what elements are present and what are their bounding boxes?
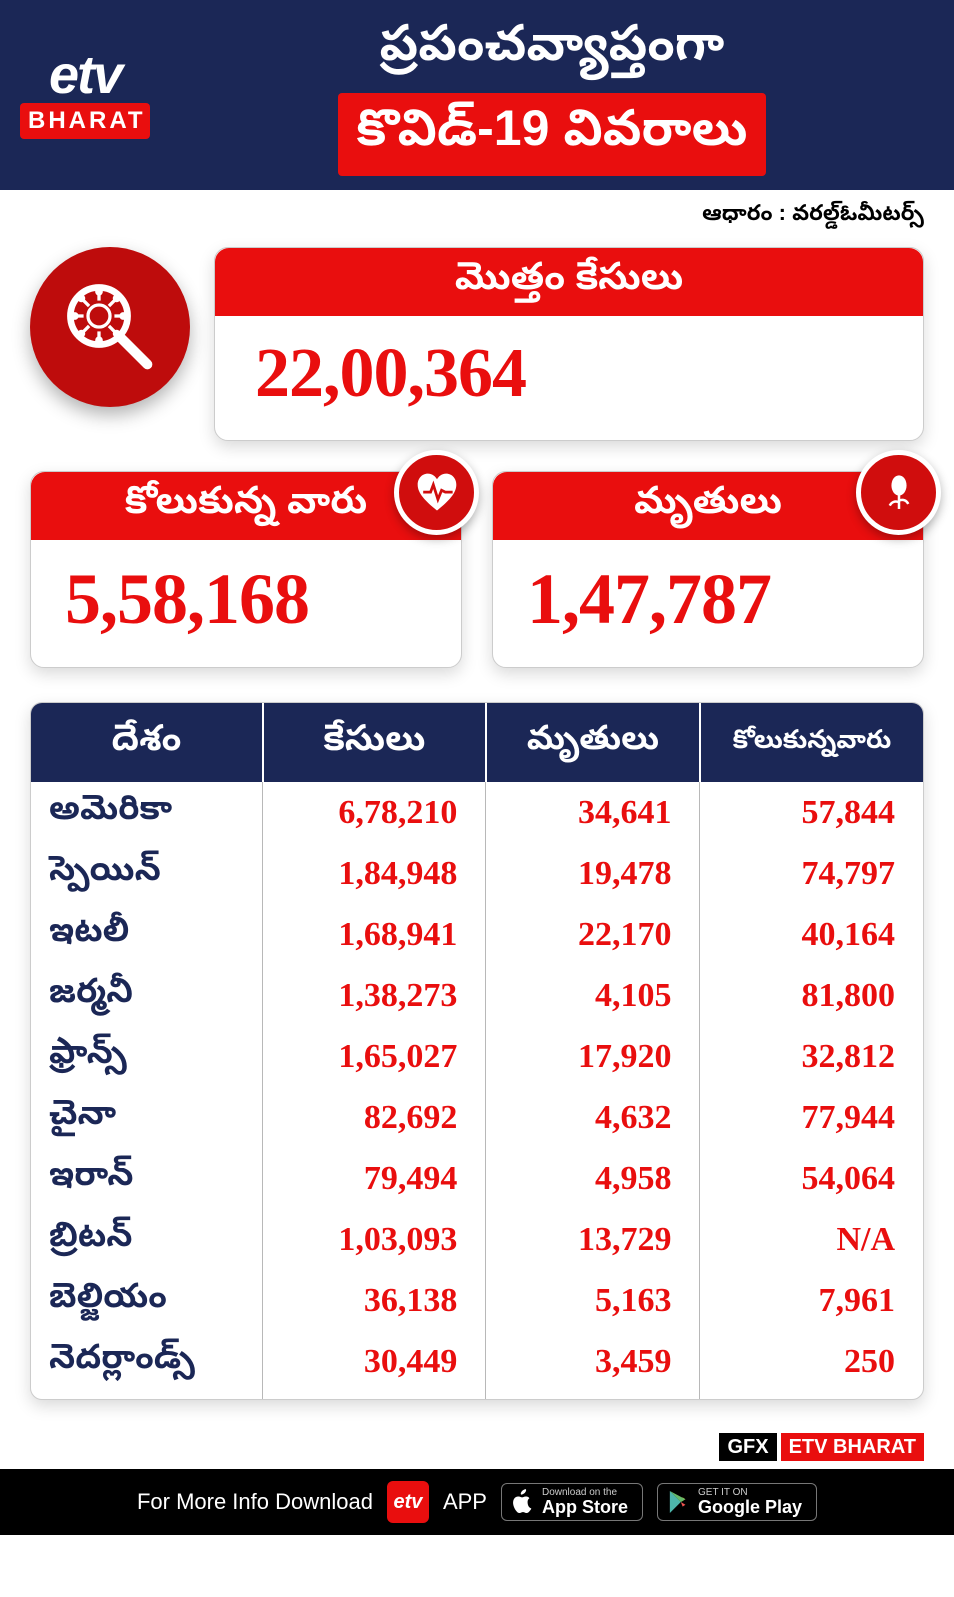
recovered-card: కోలుకున్న వారు 5,58,168 bbox=[30, 471, 462, 668]
value-cell: 77,944 bbox=[700, 1087, 923, 1148]
value-cell: 4,632 bbox=[486, 1087, 700, 1148]
brand-logo: etv BHARAT bbox=[20, 51, 150, 140]
value-cell: 1,84,948 bbox=[263, 843, 486, 904]
value-cell: 250 bbox=[700, 1331, 923, 1399]
stats-row: కోలుకున్న వారు 5,58,168 మృతులు 1,47,787 bbox=[30, 471, 924, 668]
source-label: ఆధారం : వరల్డ్ఓమీటర్స్ bbox=[0, 190, 954, 237]
page-title-2: కొవిడ్-19 వివరాలు bbox=[338, 93, 765, 176]
footer-text-2: APP bbox=[443, 1489, 487, 1515]
table-header-1: కేసులు bbox=[263, 703, 486, 782]
flower-icon bbox=[856, 450, 941, 535]
content: మొత్తం కేసులు 22,00,364 కోలుకున్న వారు 5… bbox=[0, 237, 954, 1420]
value-cell: 1,65,027 bbox=[263, 1026, 486, 1087]
table-row: స్పెయిన్1,84,94819,47874,797 bbox=[31, 843, 923, 904]
country-cell: ఫ్రాన్స్ bbox=[31, 1026, 263, 1087]
value-cell: 79,494 bbox=[263, 1148, 486, 1209]
footer-logo-icon: etv bbox=[387, 1481, 429, 1523]
value-cell: 7,961 bbox=[700, 1270, 923, 1331]
country-cell: ఇరాన్ bbox=[31, 1148, 263, 1209]
value-cell: 1,38,273 bbox=[263, 965, 486, 1026]
value-cell: 1,03,093 bbox=[263, 1209, 486, 1270]
table-header-2: మృతులు bbox=[486, 703, 700, 782]
value-cell: 5,163 bbox=[486, 1270, 700, 1331]
value-cell: 13,729 bbox=[486, 1209, 700, 1270]
country-cell: నెదర్లాండ్స్ bbox=[31, 1331, 263, 1399]
recovered-value: 5,58,168 bbox=[31, 540, 461, 667]
value-cell: 30,449 bbox=[263, 1331, 486, 1399]
gfx-label-1: GFX bbox=[719, 1433, 776, 1461]
value-cell: 1,68,941 bbox=[263, 904, 486, 965]
country-cell: చైనా bbox=[31, 1087, 263, 1148]
country-cell: ఇటలీ bbox=[31, 904, 263, 965]
table-header-3: కోలుకున్నవారు bbox=[700, 703, 923, 782]
table-row: ఫ్రాన్స్1,65,02717,92032,812 bbox=[31, 1026, 923, 1087]
appstore-badge[interactable]: Download on the App Store bbox=[501, 1483, 643, 1521]
table-row: బెల్జియం36,1385,1637,961 bbox=[31, 1270, 923, 1331]
logo-text-top: etv bbox=[20, 51, 150, 100]
title-block: ప్రపంచవ్యాప్తంగా కొవిడ్-19 వివరాలు bbox=[170, 14, 934, 176]
value-cell: 22,170 bbox=[486, 904, 700, 965]
country-cell: అమెరికా bbox=[31, 782, 263, 843]
total-cases-label: మొత్తం కేసులు bbox=[215, 248, 923, 316]
total-cases-card: మొత్తం కేసులు 22,00,364 bbox=[214, 247, 924, 441]
value-cell: 6,78,210 bbox=[263, 782, 486, 843]
value-cell: 40,164 bbox=[700, 904, 923, 965]
country-cell: జర్మనీ bbox=[31, 965, 263, 1026]
value-cell: 57,844 bbox=[700, 782, 923, 843]
value-cell: 3,459 bbox=[486, 1331, 700, 1399]
deaths-value: 1,47,787 bbox=[493, 540, 923, 667]
appstore-line2: App Store bbox=[542, 1498, 628, 1516]
googleplay-badge[interactable]: GET IT ON Google Play bbox=[657, 1483, 817, 1521]
value-cell: 4,105 bbox=[486, 965, 700, 1026]
country-cell: బ్రిటన్ bbox=[31, 1209, 263, 1270]
table-header-0: దేశం bbox=[31, 703, 263, 782]
value-cell: 54,064 bbox=[700, 1148, 923, 1209]
table-row: బ్రిటన్1,03,09313,729N/A bbox=[31, 1209, 923, 1270]
footer: For More Info Download etv APP Download … bbox=[0, 1469, 954, 1535]
gfx-credit: GFXETV BHARAT bbox=[0, 1420, 954, 1469]
value-cell: 32,812 bbox=[700, 1026, 923, 1087]
table-row: చైనా82,6924,63277,944 bbox=[31, 1087, 923, 1148]
total-row: మొత్తం కేసులు 22,00,364 bbox=[30, 247, 924, 441]
gfx-label-2: ETV BHARAT bbox=[781, 1433, 924, 1461]
header: etv BHARAT ప్రపంచవ్యాప్తంగా కొవిడ్-19 వి… bbox=[0, 0, 954, 190]
country-cell: స్పెయిన్ bbox=[31, 843, 263, 904]
logo-text-bottom: BHARAT bbox=[20, 103, 150, 139]
table-row: నెదర్లాండ్స్30,4493,459250 bbox=[31, 1331, 923, 1399]
total-cases-value: 22,00,364 bbox=[215, 316, 923, 440]
virus-search-icon bbox=[30, 247, 190, 407]
value-cell: 34,641 bbox=[486, 782, 700, 843]
play-line2: Google Play bbox=[698, 1498, 802, 1516]
value-cell: N/A bbox=[700, 1209, 923, 1270]
footer-text-1: For More Info Download bbox=[137, 1489, 373, 1515]
deaths-card: మృతులు 1,47,787 bbox=[492, 471, 924, 668]
value-cell: 36,138 bbox=[263, 1270, 486, 1331]
value-cell: 81,800 bbox=[700, 965, 923, 1026]
page-title-1: ప్రపంచవ్యాప్తంగా bbox=[170, 14, 934, 85]
value-cell: 82,692 bbox=[263, 1087, 486, 1148]
value-cell: 74,797 bbox=[700, 843, 923, 904]
table-row: అమెరికా6,78,21034,64157,844 bbox=[31, 782, 923, 843]
table-row: జర్మనీ1,38,2734,10581,800 bbox=[31, 965, 923, 1026]
heartbeat-icon bbox=[394, 450, 479, 535]
table-row: ఇరాన్79,4944,95854,064 bbox=[31, 1148, 923, 1209]
value-cell: 19,478 bbox=[486, 843, 700, 904]
country-cell: బెల్జియం bbox=[31, 1270, 263, 1331]
value-cell: 4,958 bbox=[486, 1148, 700, 1209]
table-row: ఇటలీ1,68,94122,17040,164 bbox=[31, 904, 923, 965]
value-cell: 17,920 bbox=[486, 1026, 700, 1087]
country-table: దేశంకేసులుమృతులుకోలుకున్నవారు అమెరికా6,7… bbox=[30, 702, 924, 1400]
